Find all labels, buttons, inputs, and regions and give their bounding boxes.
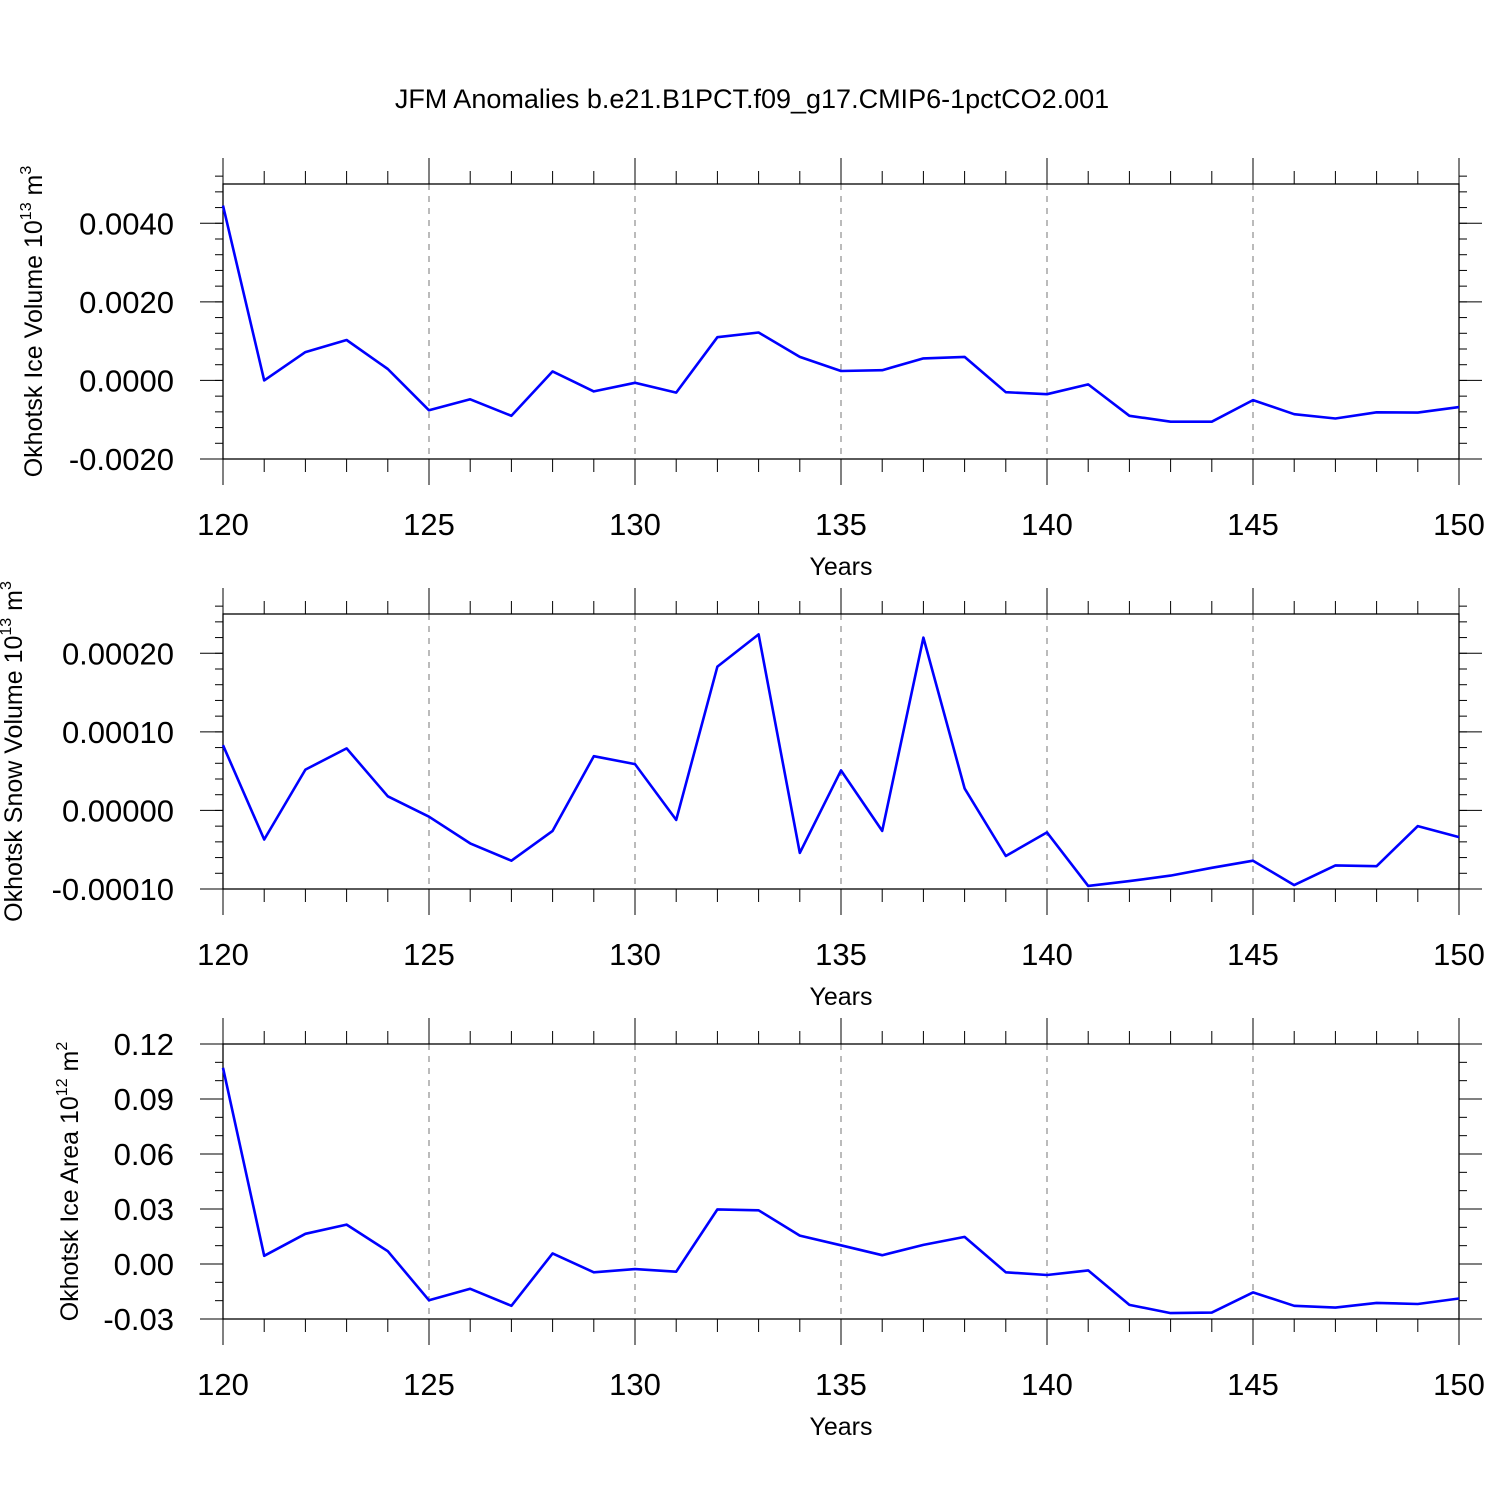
x-tick-label: 150 [1433, 507, 1485, 542]
y-tick-label: 0.0040 [79, 206, 174, 241]
y-tick-label: -0.0020 [69, 442, 174, 477]
y-axis-label: Okhotsk Snow Volume 1013 m3 [0, 581, 28, 922]
x-tick-label: 125 [403, 507, 455, 542]
y-tick-label: 0.03 [114, 1192, 174, 1227]
x-tick-label: 125 [403, 937, 455, 972]
y-tick-label: 0.00000 [62, 793, 174, 828]
x-tick-label: 130 [609, 937, 661, 972]
y-axis-label: Okhotsk Ice Area 1012 m2 [54, 1042, 84, 1322]
x-tick-label: 130 [609, 507, 661, 542]
x-tick-label: 135 [815, 1367, 867, 1402]
x-tick-label: 130 [609, 1367, 661, 1402]
plot-frame [222, 1043, 1460, 1320]
y-axis-label-unit-exponent: 3 [0, 581, 15, 590]
y-axis-label-text: Okhotsk Snow Volume 10 [0, 636, 28, 922]
x-tick-label: 120 [197, 1367, 249, 1402]
x-tick-label: 120 [197, 937, 249, 972]
y-axis-label-text: Okhotsk Ice Volume 10 [20, 220, 48, 477]
x-tick-label: 120 [197, 507, 249, 542]
x-tick-label: 125 [403, 1367, 455, 1402]
y-tick-label: 0.00020 [62, 636, 174, 671]
figure-title: JFM Anomalies b.e21.B1PCT.f09_g17.CMIP6-… [395, 84, 1109, 114]
y-axis-label-unit: m [0, 590, 28, 618]
y-tick-label: 0.00 [114, 1247, 174, 1282]
series-line [221, 1067, 1460, 1315]
y-axis-label: Okhotsk Ice Volume 1013 m3 [18, 166, 48, 478]
panel-ice-area: 120 125 130 135 140 145 150 -0.03 0.00 0.03 0.06 0.… [54, 1018, 1485, 1441]
y-axis-label-unit: m [56, 1051, 84, 1079]
y-axis-label-exponent: 13 [0, 618, 15, 636]
x-tick-label: 140 [1021, 1367, 1073, 1402]
series-line [221, 633, 1460, 888]
x-tick-label: 150 [1433, 937, 1485, 972]
y-tick-label: 0.0000 [79, 363, 174, 398]
y-tick-label: 0.09 [114, 1082, 174, 1117]
y-axis-label-text: Okhotsk Ice Area 10 [56, 1096, 84, 1321]
x-tick-label: 145 [1227, 507, 1279, 542]
plot-frame [222, 613, 1460, 890]
x-axis-label: Years [809, 1413, 872, 1441]
y-tick-label: 0.06 [114, 1137, 174, 1172]
y-axis-label-unit-exponent: 3 [18, 166, 35, 175]
y-axis-label-exponent: 12 [54, 1078, 71, 1096]
x-tick-label: 135 [815, 937, 867, 972]
x-tick-label: 140 [1021, 937, 1073, 972]
x-tick-label: 135 [815, 507, 867, 542]
x-tick-label: 145 [1227, 937, 1279, 972]
panel-snow-volume: 120 125 130 135 140 145 150 -0.00010 0.00000 0.00… [0, 581, 1485, 1011]
y-tick-label: -0.03 [103, 1302, 174, 1337]
x-tick-label: 150 [1433, 1367, 1485, 1402]
y-tick-label: 0.0020 [79, 285, 174, 320]
y-axis-label-exponent: 13 [18, 202, 35, 220]
x-axis-label: Years [809, 983, 872, 1011]
chart-panels: 120 125 130 135 140 145 150-0.00200.00000.0020… [0, 158, 1485, 1441]
y-axis-label-unit: m [20, 175, 48, 203]
y-tick-label: -0.00010 [52, 872, 174, 907]
x-tick-label: 140 [1021, 507, 1073, 542]
y-axis-label-unit-exponent: 2 [54, 1042, 71, 1051]
y-tick-label: 0.12 [114, 1027, 174, 1062]
plot-frame [222, 183, 1460, 460]
x-axis-label: Years [809, 553, 872, 581]
panel-ice-volume: 120 125 130 135 140 145 150 -0.0020 0.0000 0.0020… [18, 158, 1485, 581]
series-line [221, 205, 1460, 424]
y-tick-label: 0.00010 [62, 715, 174, 750]
x-tick-label: 145 [1227, 1367, 1279, 1402]
